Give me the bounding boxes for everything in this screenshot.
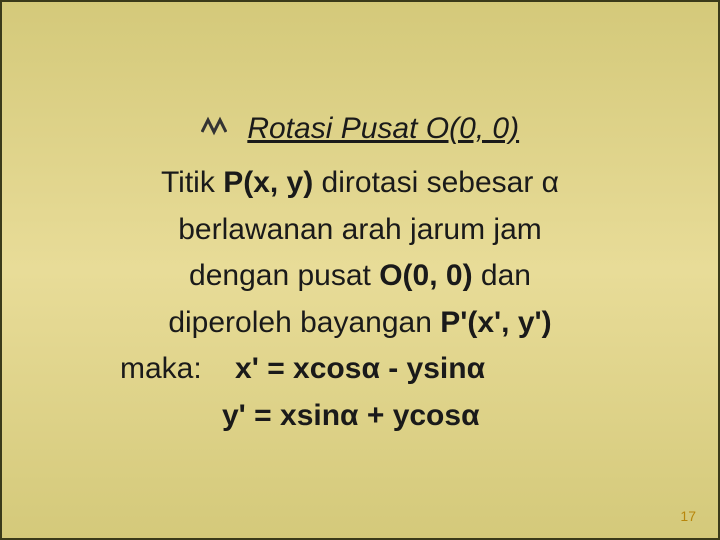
slide-content: Rotasi Pusat O(0, 0) Titik P(x, y) dirot…: [2, 112, 718, 439]
body-line-3: dengan pusat O(0, 0) dan: [42, 253, 678, 300]
alpha-symbol: α: [461, 399, 479, 432]
alpha-symbol: α: [467, 352, 485, 385]
text: dirotasi sebesar: [313, 166, 541, 199]
page-number: 17: [680, 508, 696, 524]
equation-line-x: maka: x' = xcosα - ysinα: [42, 346, 678, 393]
text: Titik: [161, 166, 223, 199]
title-row: Rotasi Pusat O(0, 0): [42, 112, 678, 146]
image-point-notation: P'(x', y'): [440, 306, 551, 339]
slide-title: Rotasi Pusat O(0, 0): [247, 112, 519, 145]
alpha-symbol: α: [542, 166, 559, 199]
alpha-symbol: α: [361, 352, 379, 385]
eq-y-part2: + ycos: [359, 399, 462, 432]
body-line-1: Titik P(x, y) dirotasi sebesar α: [42, 160, 678, 207]
eq-x-part2: - ysin: [380, 352, 467, 385]
eq-y-part1: y' = xsin: [222, 399, 340, 432]
body-line-2: berlawanan arah jarum jam: [42, 207, 678, 254]
origin-notation: O(0, 0): [379, 259, 472, 292]
text: dan: [473, 259, 531, 292]
text: diperoleh bayangan: [168, 306, 440, 339]
text: dengan pusat: [189, 259, 379, 292]
point-notation: P(x, y): [223, 166, 313, 199]
label-maka: maka:: [120, 352, 235, 385]
eq-x-part1: x' = xcos: [235, 352, 361, 385]
equation-line-y: y' = xsinα + ycosα: [42, 393, 678, 440]
alpha-symbol: α: [340, 399, 358, 432]
body-line-4: diperoleh bayangan P'(x', y'): [42, 300, 678, 347]
zigzag-icon: [201, 116, 227, 143]
